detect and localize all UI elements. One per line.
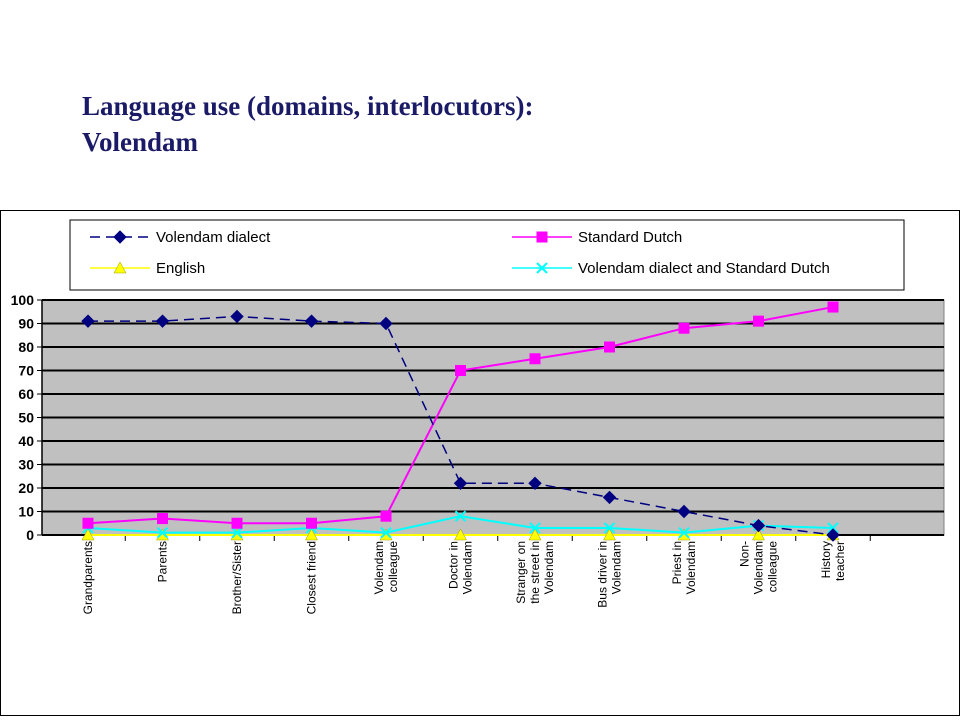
data-point-volendam-dialect-and-standard-dutch-stroke xyxy=(380,526,392,539)
data-point-volendam-dialect xyxy=(304,314,319,328)
y-tick-label: 70 xyxy=(18,363,34,379)
data-point-volendam-dialect xyxy=(453,476,468,491)
data-point-volendam-dialect xyxy=(677,504,691,519)
data-point-volendam-dialect-and-standard-dutch-stroke xyxy=(678,526,690,539)
legend-label-english: English xyxy=(156,260,205,277)
data-point-volendam-dialect-and-standard-dutch-stroke xyxy=(827,522,839,534)
x-category-label: Volendam xyxy=(610,541,624,594)
data-point-english xyxy=(305,528,318,541)
y-tick-label: 50 xyxy=(18,410,34,426)
data-point-english xyxy=(454,528,467,541)
data-point-standard-dutch xyxy=(678,322,690,334)
data-point-english xyxy=(528,528,542,541)
data-point-standard-dutch xyxy=(157,513,168,525)
legend-marker-english xyxy=(113,261,127,274)
data-point-standard-dutch xyxy=(380,510,392,522)
data-point-english xyxy=(81,528,95,541)
x-category-label: Volendam xyxy=(684,541,698,594)
slide-title-line2: Volendam xyxy=(82,127,199,157)
data-point-volendam-dialect xyxy=(826,528,840,542)
data-point-volendam-dialect-and-standard-dutch xyxy=(827,522,839,534)
x-category-label: colleague xyxy=(386,541,400,593)
data-point-volendam-dialect-and-standard-dutch-stroke xyxy=(231,526,243,539)
data-point-english xyxy=(752,528,765,541)
data-point-volendam-dialect xyxy=(528,476,542,491)
data-point-volendam-dialect-and-standard-dutch xyxy=(603,522,616,534)
data-point-volendam-dialect xyxy=(751,518,766,533)
data-point-standard-dutch xyxy=(231,517,243,529)
y-tick-label: 10 xyxy=(18,504,34,520)
data-point-standard-dutch xyxy=(827,301,839,313)
legend-marker-volendam-dialect-and-standard-dutch-stroke xyxy=(536,262,548,274)
y-tick-label: 90 xyxy=(18,316,34,332)
x-category-label: History xyxy=(819,541,833,578)
slide-title: Language use (domains, interlocutors): V… xyxy=(82,88,882,160)
legend-marker-volendam-dialect xyxy=(113,230,127,244)
data-point-volendam-dialect-and-standard-dutch-stroke xyxy=(529,522,541,534)
x-category-label: Priest in xyxy=(670,541,684,584)
data-point-volendam-dialect-and-standard-dutch xyxy=(156,526,169,539)
slide-title-line1: Language use (domains, interlocutors): xyxy=(82,91,534,121)
y-tick-label: 30 xyxy=(18,457,34,473)
x-category-label: Grandparents xyxy=(81,541,95,614)
x-category-label: Doctor in xyxy=(447,541,461,589)
legend-marker-volendam-dialect-and-standard-dutch xyxy=(536,262,548,274)
y-tick-label: 40 xyxy=(18,433,34,449)
data-point-volendam-dialect xyxy=(379,316,393,331)
x-category-label: Volendam xyxy=(461,541,475,594)
data-point-volendam-dialect xyxy=(81,314,95,328)
data-point-english xyxy=(603,528,616,541)
legend-label-volendam-dialect: Volendam dialect xyxy=(156,229,271,246)
x-category-label: Parents xyxy=(156,541,170,582)
data-point-volendam-dialect-and-standard-dutch xyxy=(454,510,467,522)
data-point-standard-dutch xyxy=(604,341,615,353)
data-point-volendam-dialect-and-standard-dutch-stroke xyxy=(603,522,616,534)
y-tick-label: 20 xyxy=(18,480,34,496)
x-category-label: teacher xyxy=(833,541,847,581)
data-point-volendam-dialect xyxy=(155,314,170,328)
data-point-volendam-dialect-and-standard-dutch-stroke xyxy=(156,526,169,539)
x-category-label: Closest friend xyxy=(305,541,319,614)
x-category-label: Volendam xyxy=(752,541,766,594)
data-point-volendam-dialect xyxy=(230,309,244,324)
series-line-volendam-dialect xyxy=(88,315,834,536)
x-category-label: Non- xyxy=(738,541,752,567)
legend-label-volendam-dialect-and-standard-dutch: Volendam dialect and Standard Dutch xyxy=(578,260,830,277)
x-category-label: Bus driver in xyxy=(596,541,610,608)
legend-label-standard-dutch: Standard Dutch xyxy=(578,229,682,246)
x-category-label: colleague xyxy=(766,541,780,593)
x-category-label: Brother/Sister xyxy=(230,541,244,614)
data-point-volendam-dialect-and-standard-dutch xyxy=(380,526,392,539)
data-point-standard-dutch xyxy=(529,353,541,365)
data-point-standard-dutch xyxy=(753,315,764,327)
data-point-standard-dutch xyxy=(306,517,317,529)
data-point-volendam-dialect-and-standard-dutch-stroke xyxy=(454,510,467,522)
data-point-standard-dutch xyxy=(455,365,466,376)
data-point-volendam-dialect-and-standard-dutch xyxy=(678,526,690,539)
data-point-volendam-dialect-and-standard-dutch xyxy=(529,522,541,534)
data-point-volendam-dialect-and-standard-dutch xyxy=(231,526,243,539)
y-tick-label: 0 xyxy=(26,527,34,543)
data-point-volendam-dialect xyxy=(602,490,617,505)
legend-marker-standard-dutch xyxy=(536,231,548,243)
y-tick-label: 60 xyxy=(18,386,34,402)
x-category-label: Volendam xyxy=(372,541,386,594)
y-tick-label: 80 xyxy=(18,339,34,355)
x-category-label: the street in xyxy=(528,541,542,604)
data-point-standard-dutch xyxy=(82,517,94,529)
legend xyxy=(69,219,905,291)
x-category-label: Stranger on xyxy=(514,541,528,604)
x-category-label: Volendam xyxy=(542,541,556,594)
y-tick-label: 100 xyxy=(11,292,35,308)
